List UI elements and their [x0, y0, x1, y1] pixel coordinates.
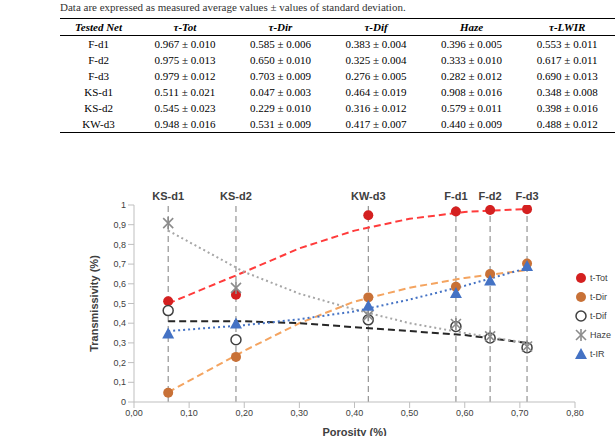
html-text:t-Tot: t-Tot — [590, 272, 608, 283]
html-text:0.585 ± 0.006: 0.585 ± 0.006 — [249, 38, 311, 50]
html-text:Tested Net: Tested Net — [75, 21, 122, 33]
html-text:0.948 ± 0.016: 0.948 ± 0.016 — [154, 118, 216, 130]
html-text:0.316 ± 0.012: 0.316 ± 0.012 — [345, 102, 407, 114]
svg-text:Porosity (%): Porosity (%) — [322, 426, 387, 436]
html-text:0.276 ± 0.005: 0.276 ± 0.005 — [345, 70, 407, 82]
svg-text:0,40: 0,40 — [346, 408, 364, 418]
svg-text:F-d3: F-d3 — [515, 190, 538, 202]
svg-text:0,7: 0,7 — [113, 259, 126, 269]
html-text:Haze: Haze — [590, 329, 611, 340]
html-text:0.440 ± 0.009: 0.440 ± 0.009 — [441, 118, 503, 130]
html-text:t-IR: t-IR — [590, 348, 605, 359]
html-text:0.967 ± 0.010: 0.967 ± 0.010 — [154, 38, 216, 50]
html-text:0.579 ± 0.011: 0.579 ± 0.011 — [441, 102, 502, 114]
html-text:τ-LWIR: τ-LWIR — [549, 21, 586, 33]
html-text:0.464 ± 0.019: 0.464 ± 0.019 — [345, 86, 407, 98]
html-text:t-Dir: t-Dir — [590, 291, 607, 302]
html-text:0.908 ± 0.016: 0.908 ± 0.016 — [441, 86, 503, 98]
svg-text:0,20: 0,20 — [235, 408, 253, 418]
html-text:0.553 ± 0.011: 0.553 ± 0.011 — [536, 38, 598, 50]
html-text:0.650 ± 0.010: 0.650 ± 0.010 — [249, 54, 311, 66]
html-text:F-d1: F-d1 — [88, 38, 109, 50]
svg-text:0,10: 0,10 — [180, 408, 198, 418]
svg-text:KS-d1: KS-d1 — [152, 190, 184, 202]
svg-text:0,2: 0,2 — [113, 358, 126, 368]
html-text:0.282 ± 0.012: 0.282 ± 0.012 — [441, 70, 503, 82]
html-text:Data are expressed as measured: Data are expressed as measured average v… — [60, 1, 406, 13]
html-text:τ-Dif: τ-Dif — [364, 21, 388, 33]
svg-text:0,3: 0,3 — [113, 338, 126, 348]
html-text:KW-d3: KW-d3 — [82, 118, 115, 130]
html-text:0.417 ± 0.007: 0.417 ± 0.007 — [345, 118, 407, 130]
svg-text:Transmissivity (%): Transmissivity (%) — [88, 255, 100, 352]
html-text:F-d2: F-d2 — [88, 54, 109, 66]
svg-text:0,70: 0,70 — [511, 408, 529, 418]
html-text:0.979 ± 0.012: 0.979 ± 0.012 — [154, 70, 216, 82]
svg-text:0,1: 0,1 — [113, 377, 126, 387]
svg-text:F-d1: F-d1 — [444, 190, 467, 202]
svg-text:KS-d2: KS-d2 — [220, 190, 252, 202]
svg-text:KW-d3: KW-d3 — [351, 190, 386, 202]
svg-text:1: 1 — [121, 200, 126, 210]
html-text:Haze: Haze — [460, 21, 484, 33]
html-text:0.348 ± 0.008: 0.348 ± 0.008 — [536, 86, 598, 98]
html-text:0.396 ± 0.005: 0.396 ± 0.005 — [441, 38, 503, 50]
html-text:0.545 ± 0.023: 0.545 ± 0.023 — [154, 102, 216, 114]
html-text:0.488 ± 0.012: 0.488 ± 0.012 — [536, 118, 598, 130]
html-text:τ-Tot: τ-Tot — [173, 21, 197, 33]
svg-text:0,6: 0,6 — [113, 279, 126, 289]
svg-text:0: 0 — [121, 397, 126, 407]
svg-text:0,9: 0,9 — [113, 220, 126, 230]
svg-text:0,50: 0,50 — [401, 408, 419, 418]
html-text:0.383 ± 0.004: 0.383 ± 0.004 — [345, 38, 407, 50]
svg-text:0,80: 0,80 — [566, 408, 584, 418]
html-text:0.617 ± 0.011: 0.617 ± 0.011 — [536, 54, 598, 66]
html-text:0.398 ± 0.016: 0.398 ± 0.016 — [536, 102, 598, 114]
svg-text:0,4: 0,4 — [113, 318, 126, 328]
html-text:0.975 ± 0.013: 0.975 ± 0.013 — [154, 54, 216, 66]
svg-text:0,5: 0,5 — [113, 299, 126, 309]
html-text:τ-Dir: τ-Dir — [268, 21, 293, 33]
svg-text:F-d2: F-d2 — [478, 190, 501, 202]
html-text:t-Dif: t-Dif — [590, 310, 607, 321]
html-text:0.511 ± 0.021: 0.511 ± 0.021 — [154, 86, 216, 98]
html-text:0.703 ± 0.009: 0.703 ± 0.009 — [249, 70, 311, 82]
html-text:KS-d1: KS-d1 — [84, 86, 113, 98]
html-text:0.333 ± 0.010: 0.333 ± 0.010 — [441, 54, 503, 66]
svg-text:0,00: 0,00 — [125, 408, 143, 418]
html-text:0.690 ± 0.013: 0.690 ± 0.013 — [536, 70, 598, 82]
html-text:F-d3: F-d3 — [88, 70, 109, 82]
svg-text:0,8: 0,8 — [113, 240, 126, 250]
svg-text:0,30: 0,30 — [291, 408, 309, 418]
html-text:0.047 ± 0.003: 0.047 ± 0.003 — [249, 86, 311, 98]
html-text:0.229 ± 0.010: 0.229 ± 0.010 — [249, 102, 311, 114]
html-text:0.325 ± 0.004: 0.325 ± 0.004 — [345, 54, 407, 66]
html-text:0.531 ± 0.009: 0.531 ± 0.009 — [249, 118, 311, 130]
html-text:KS-d2: KS-d2 — [84, 102, 113, 114]
svg-text:0,60: 0,60 — [456, 408, 474, 418]
